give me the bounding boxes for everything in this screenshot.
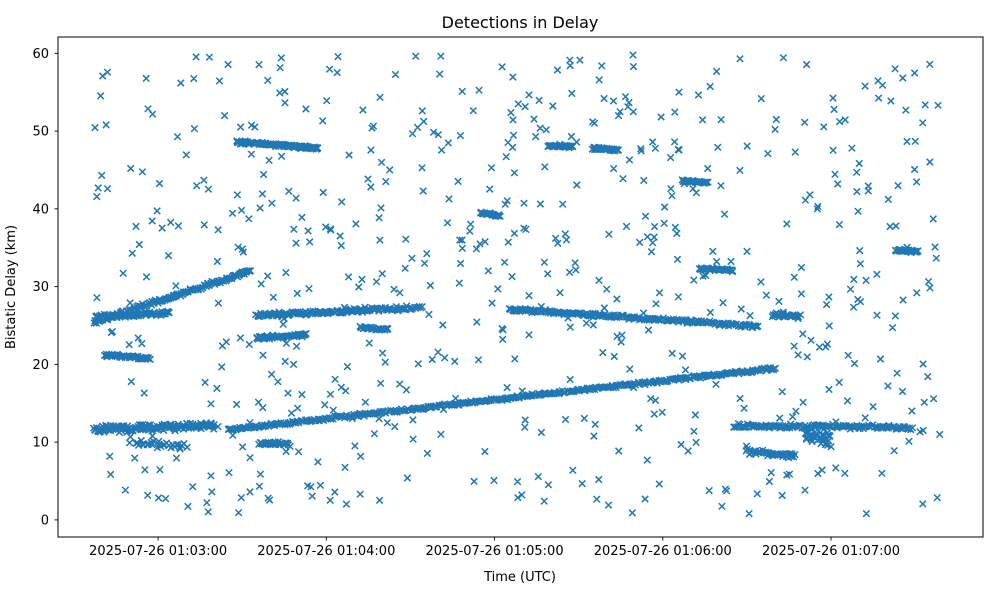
y-tick-label: 20: [32, 358, 49, 373]
x-tick-label: 2025-07-26 01:06:00: [594, 544, 732, 559]
x-tick-label: 2025-07-26 01:07:00: [762, 544, 900, 559]
chart-title: Detections in Delay: [442, 13, 599, 32]
x-axis-label: Time (UTC): [483, 570, 556, 585]
y-axis-label: Bistatic Delay (km): [4, 225, 19, 349]
x-axis-ticks: 2025-07-26 01:03:00 2025-07-26 01:04:00 20…: [89, 537, 900, 559]
scatter-marker-path: [89, 51, 944, 518]
scatter-points: [89, 51, 944, 518]
y-tick-label: 60: [32, 47, 49, 62]
y-axis-ticks: 0 10 20 30 40 50 60: [32, 47, 58, 528]
x-tick-label: 2025-07-26 01:04:00: [257, 544, 395, 559]
x-tick-label: 2025-07-26 01:03:00: [89, 544, 227, 559]
y-tick-label: 0: [41, 513, 49, 528]
y-tick-label: 30: [32, 280, 49, 295]
y-tick-label: 50: [32, 125, 49, 140]
y-tick-label: 40: [32, 202, 49, 217]
x-tick-label: 2025-07-26 01:05:00: [426, 544, 564, 559]
y-tick-label: 10: [32, 436, 49, 451]
